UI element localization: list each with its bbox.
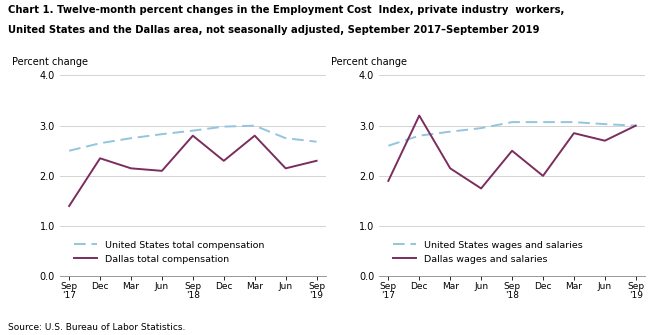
Line: Dallas total compensation: Dallas total compensation	[69, 136, 317, 206]
Line: Dallas wages and salaries: Dallas wages and salaries	[388, 116, 636, 188]
United States wages and salaries	[601, 122, 609, 126]
Dallas total compensation	[313, 159, 321, 163]
Dallas total compensation	[158, 169, 166, 173]
Dallas total compensation	[282, 166, 290, 171]
Dallas wages and salaries	[570, 131, 578, 135]
Dallas wages and salaries	[632, 124, 640, 128]
Dallas wages and salaries	[446, 166, 454, 171]
United States wages and salaries	[508, 120, 516, 124]
Dallas total compensation	[189, 134, 197, 138]
Line: United States wages and salaries: United States wages and salaries	[388, 122, 636, 146]
United States total compensation	[96, 141, 104, 145]
United States wages and salaries	[415, 134, 423, 138]
Dallas total compensation	[251, 134, 259, 138]
United States total compensation	[220, 125, 228, 129]
United States wages and salaries	[477, 126, 485, 130]
Dallas wages and salaries	[508, 149, 516, 153]
United States total compensation	[189, 129, 197, 133]
Dallas wages and salaries	[477, 186, 485, 190]
United States total compensation	[127, 136, 135, 140]
Dallas total compensation	[96, 156, 104, 160]
United States wages and salaries	[570, 120, 578, 124]
Text: Source: U.S. Bureau of Labor Statistics.: Source: U.S. Bureau of Labor Statistics.	[8, 323, 186, 332]
Dallas wages and salaries	[539, 174, 547, 178]
United States wages and salaries	[632, 124, 640, 128]
Dallas total compensation	[127, 166, 135, 171]
United States wages and salaries	[446, 130, 454, 134]
Legend: United States wages and salaries, Dallas wages and salaries: United States wages and salaries, Dallas…	[389, 236, 587, 268]
Dallas wages and salaries	[601, 139, 609, 143]
United States total compensation	[251, 124, 259, 128]
Text: United States and the Dallas area, not seasonally adjusted, September 2017–Septe: United States and the Dallas area, not s…	[8, 25, 539, 35]
United States total compensation	[158, 132, 166, 136]
United States total compensation	[65, 149, 73, 153]
Dallas wages and salaries	[415, 114, 423, 118]
Dallas total compensation	[65, 204, 73, 208]
United States total compensation	[282, 136, 290, 140]
Text: Percent change: Percent change	[12, 57, 88, 67]
Line: United States total compensation: United States total compensation	[69, 126, 317, 151]
Text: Percent change: Percent change	[331, 57, 407, 67]
Dallas wages and salaries	[384, 179, 392, 183]
Text: Chart 1. Twelve-month percent changes in the Employment Cost  Index, private ind: Chart 1. Twelve-month percent changes in…	[8, 5, 565, 15]
United States total compensation	[313, 140, 321, 144]
United States wages and salaries	[539, 120, 547, 124]
United States wages and salaries	[384, 144, 392, 148]
Dallas total compensation	[220, 159, 228, 163]
Legend: United States total compensation, Dallas total compensation: United States total compensation, Dallas…	[70, 236, 268, 268]
